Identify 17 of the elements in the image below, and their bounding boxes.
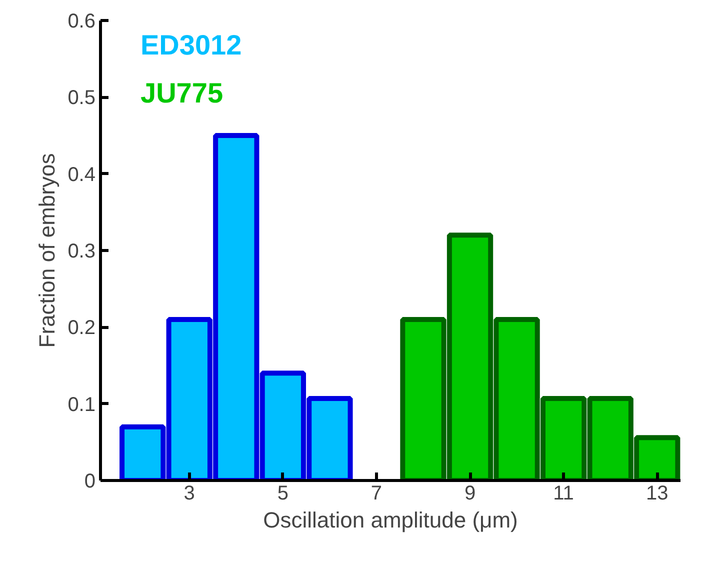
x-tick-label: 7 (370, 482, 382, 504)
y-tick-label: 0.1 (68, 394, 96, 416)
y-tick-label: 0 (84, 470, 96, 492)
y-axis-title: Fraction of embryos (34, 153, 60, 348)
text: JU775 (140, 78, 224, 108)
y-tick-label: 0.6 (68, 10, 96, 32)
x-tick-label: 13 (646, 482, 668, 504)
x-tick-label: 9 (464, 482, 476, 504)
y-tick-label: 0.3 (68, 240, 96, 262)
y-tick-label: 0.5 (68, 87, 96, 110)
y-tick-label: 0.4 (68, 164, 96, 186)
x-tick-label: 3 (184, 482, 195, 504)
text: ED3012 (140, 30, 242, 60)
x-tick-label: 11 (553, 482, 574, 504)
y-tick-label: 0.2 (68, 317, 96, 340)
x-tick-label: 5 (277, 482, 288, 504)
x-axis-title: Oscillation amplitude (μm) (263, 508, 518, 532)
